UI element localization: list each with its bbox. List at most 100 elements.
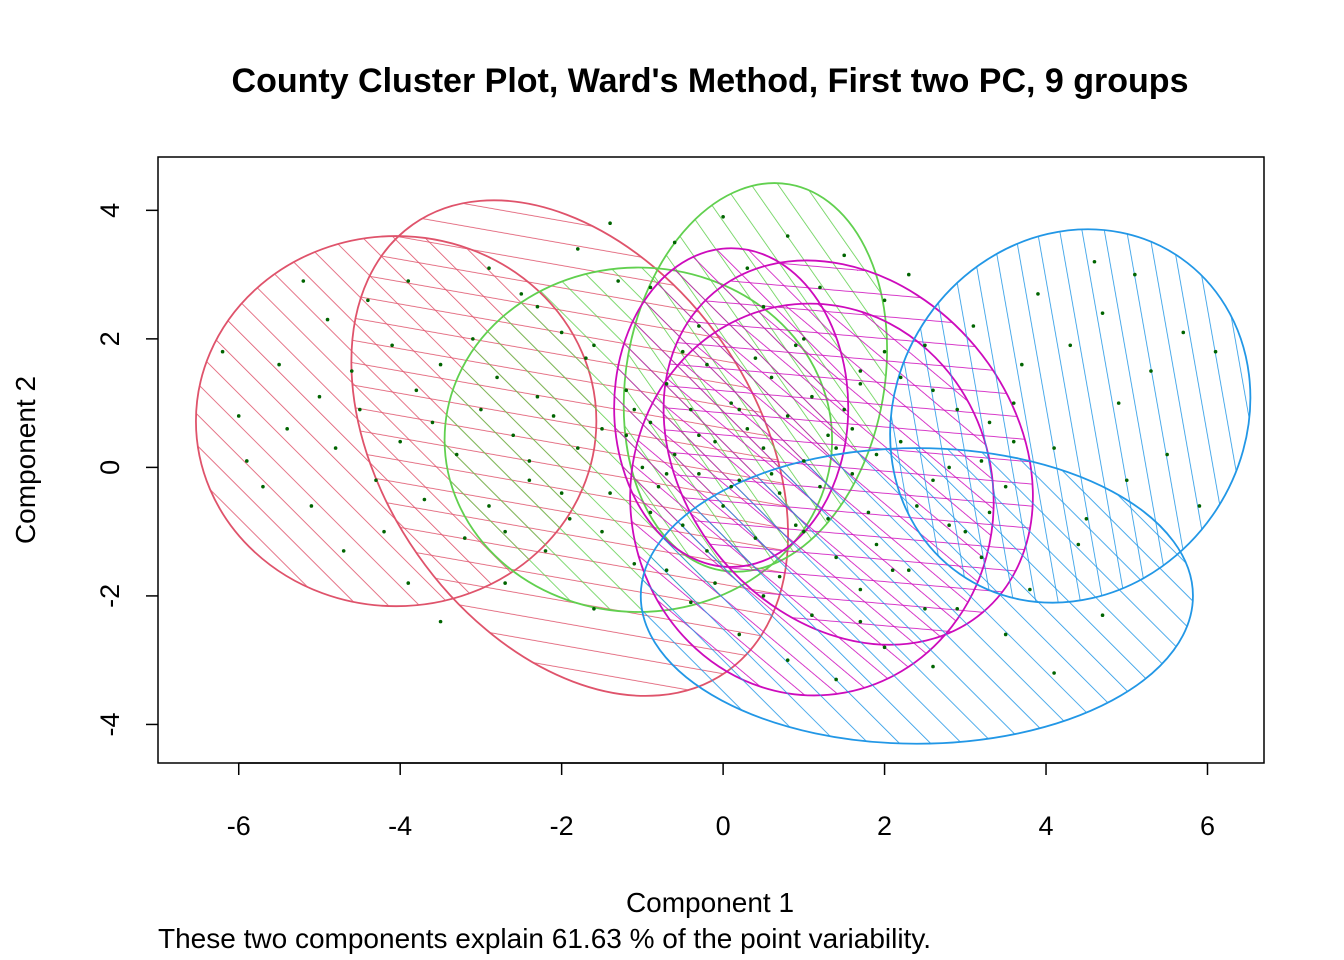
data-point [438,362,443,367]
y-tick-label: -4 [95,712,125,736]
data-point [713,581,717,585]
data-point [1020,362,1024,367]
data-point [858,382,863,386]
data-point [358,407,362,412]
data-point [979,459,984,463]
data-point [1197,504,1202,508]
data-point [487,266,491,270]
data-point [333,446,338,450]
data-point [406,581,411,585]
data-point [567,517,572,521]
data-point [745,266,750,270]
x-tick-label: -6 [227,811,251,841]
data-point [382,529,386,534]
data-point [697,433,701,438]
data-point [971,324,976,328]
x-tick-label: 4 [1039,811,1054,841]
data-point [802,337,806,341]
data-point [697,324,701,328]
data-point [1165,452,1169,457]
data-point [600,427,604,431]
data-point [261,484,265,489]
data-point [624,433,629,438]
data-point [793,523,798,528]
data-point [285,427,289,431]
data-point [648,420,653,425]
data-point [826,517,830,521]
data-point [753,356,758,360]
data-point [793,343,798,348]
y-axis-label: Component 2 [10,376,41,544]
data-point [1052,446,1056,450]
data-point [818,484,822,489]
data-point [947,523,951,528]
data-point [430,420,435,425]
data-point [398,439,402,444]
y-axis: -4 -2 0 2 4 [95,203,158,736]
data-point [454,452,459,457]
x-tick-label: 2 [877,811,892,841]
data-point [923,343,927,348]
data-point [713,439,717,444]
data-point [503,529,507,534]
data-point [810,613,814,617]
data-point [632,561,637,566]
data-point [810,394,814,399]
data-point [761,446,766,450]
x-tick-label: -4 [388,811,412,841]
data-point [664,472,669,476]
data-point [729,484,733,489]
data-point [624,388,629,393]
data-point [462,536,467,540]
data-point [850,427,855,431]
data-point [761,304,766,309]
data-point [1124,478,1129,483]
data-point [1092,259,1097,264]
y-tick-label: -2 [95,584,125,608]
data-point [527,459,532,463]
data-point [680,523,685,528]
data-point [535,394,540,399]
data-point [858,587,863,592]
data-point [729,401,733,405]
data-point [898,375,903,380]
data-point [1011,439,1016,444]
data-point [575,446,580,450]
data-point [503,581,507,585]
data-point [680,349,685,354]
data-point [785,414,790,418]
data-point [785,234,790,238]
data-point [1149,369,1153,373]
data-point [559,330,564,335]
data-point [882,645,887,650]
data-point [906,272,911,277]
data-point [632,407,637,412]
data-point [600,529,604,534]
data-point [866,510,871,515]
chart-title: County Cluster Plot, Ward's Method, Firs… [232,62,1189,100]
data-point [777,491,782,495]
chart-subtitle: These two components explain 61.63 % of … [158,923,931,954]
data-point [479,407,483,412]
data-point [915,504,919,508]
data-point [923,606,927,611]
data-point [301,279,306,283]
data-point [721,504,725,508]
data-point [592,343,596,348]
data-point [745,427,750,431]
x-tick-label: -2 [550,811,574,841]
data-point [1052,671,1056,675]
data-point [277,362,281,367]
data-point [1100,311,1105,315]
data-point [737,478,742,483]
data-point [245,459,249,463]
data-points [220,214,1218,682]
data-point [1181,330,1186,335]
data-point [374,478,378,483]
data-point [955,606,960,611]
data-point [672,452,677,457]
data-point [1076,542,1081,547]
data-point [858,619,863,624]
data-point [648,285,653,290]
data-point [769,472,774,476]
